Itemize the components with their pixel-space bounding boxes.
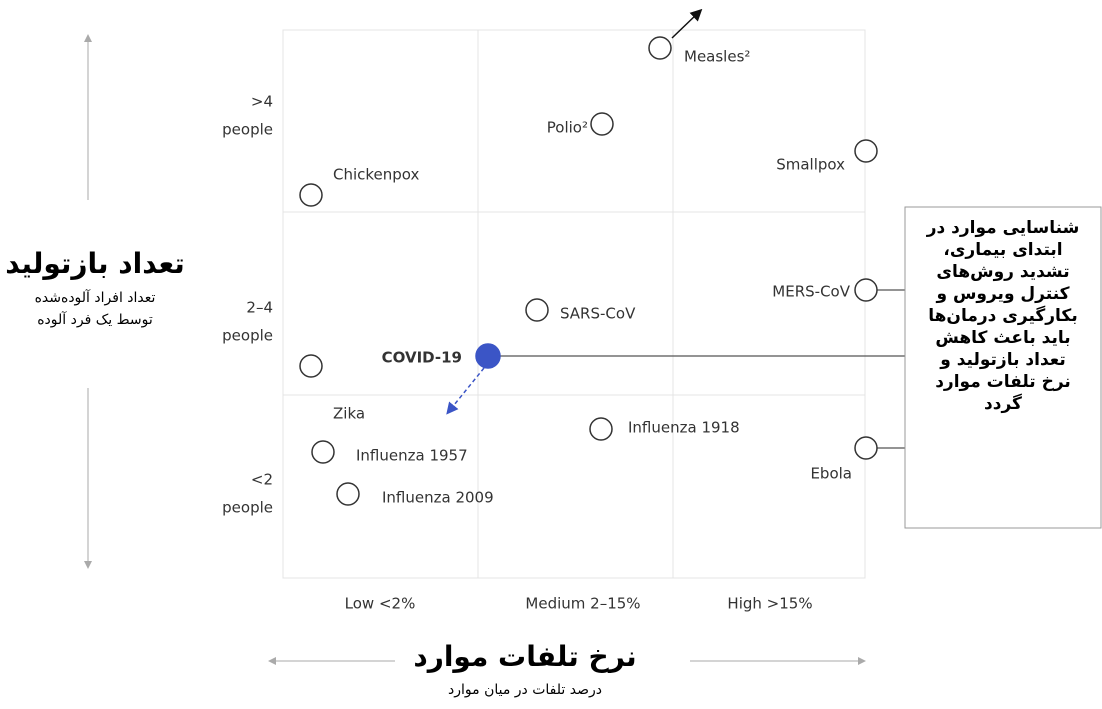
highlight-marker xyxy=(475,343,501,369)
y-level: >4 xyxy=(251,93,273,111)
disease-marker xyxy=(589,417,613,441)
callout-text: بکارگیری درمان‌ها xyxy=(928,305,1077,326)
disease-label: Measles² xyxy=(684,48,750,66)
disease-label: Zika xyxy=(333,405,365,423)
disease-marker xyxy=(648,36,672,60)
disease-marker xyxy=(336,482,360,506)
x-level: Low <2% xyxy=(345,595,416,613)
x-level: Medium 2–15% xyxy=(525,595,640,613)
disease-marker xyxy=(299,183,323,207)
disease-marker xyxy=(299,354,323,378)
disease-label: COVID-19 xyxy=(382,349,462,367)
disease-marker xyxy=(854,139,878,163)
callout-text: تعداد بازتولید و xyxy=(939,350,1066,370)
y-axis-title: تعداد بازتولید xyxy=(5,247,185,280)
disease-marker xyxy=(854,278,878,302)
disease-label: Smallpox xyxy=(776,156,845,174)
callout-text: نرخ تلفات موارد xyxy=(935,372,1071,392)
connector-lines xyxy=(500,289,905,449)
y-level-unit: people xyxy=(222,327,273,345)
grid xyxy=(283,30,865,578)
callout-text: گردد xyxy=(984,393,1022,414)
disease-label: Chickenpox xyxy=(333,166,420,184)
callout-text: باید باعث کاهش xyxy=(935,328,1070,348)
disease-label: Ebola xyxy=(810,465,852,483)
disease-label: Polio² xyxy=(547,119,588,137)
callout-text: تشدید روش‌های xyxy=(936,262,1069,282)
disease-label: Influenza 1918 xyxy=(628,419,740,437)
disease-label: Influenza 2009 xyxy=(382,489,494,507)
y-level-unit: people xyxy=(222,499,273,517)
disease-marker xyxy=(854,436,878,460)
disease-marker xyxy=(311,440,335,464)
measles-arrow xyxy=(671,8,703,39)
callout-text: شناسایی موارد در xyxy=(926,218,1080,238)
y-axis-subtitle: تعداد افراد آلوده‌شده xyxy=(35,289,156,306)
y-level: <2 xyxy=(251,471,273,489)
x-axis-subtitle: درصد تلفات در میان موارد xyxy=(448,682,602,698)
disease-label: Influenza 1957 xyxy=(356,447,468,465)
disease-label: SARS-CoV xyxy=(560,305,636,323)
x-level: High >15% xyxy=(727,595,812,613)
disease-marker xyxy=(590,112,614,136)
callout-box xyxy=(904,206,1102,529)
callout-text: کنترل ویروس و xyxy=(935,284,1069,304)
disease-label: MERS-CoV xyxy=(772,283,850,301)
covid-arrow xyxy=(446,367,485,415)
y-level-unit: people xyxy=(222,121,273,139)
callout-text: ابتدای بیماری، xyxy=(943,240,1062,260)
axis-arrows xyxy=(84,34,866,665)
x-axis-title: نرخ تلفات موارد xyxy=(413,640,636,673)
disease-marker xyxy=(525,298,549,322)
y-axis-subtitle: توسط یک فرد آلوده xyxy=(37,311,153,328)
plot-frame xyxy=(282,29,866,579)
y-level: 2–4 xyxy=(246,299,273,317)
